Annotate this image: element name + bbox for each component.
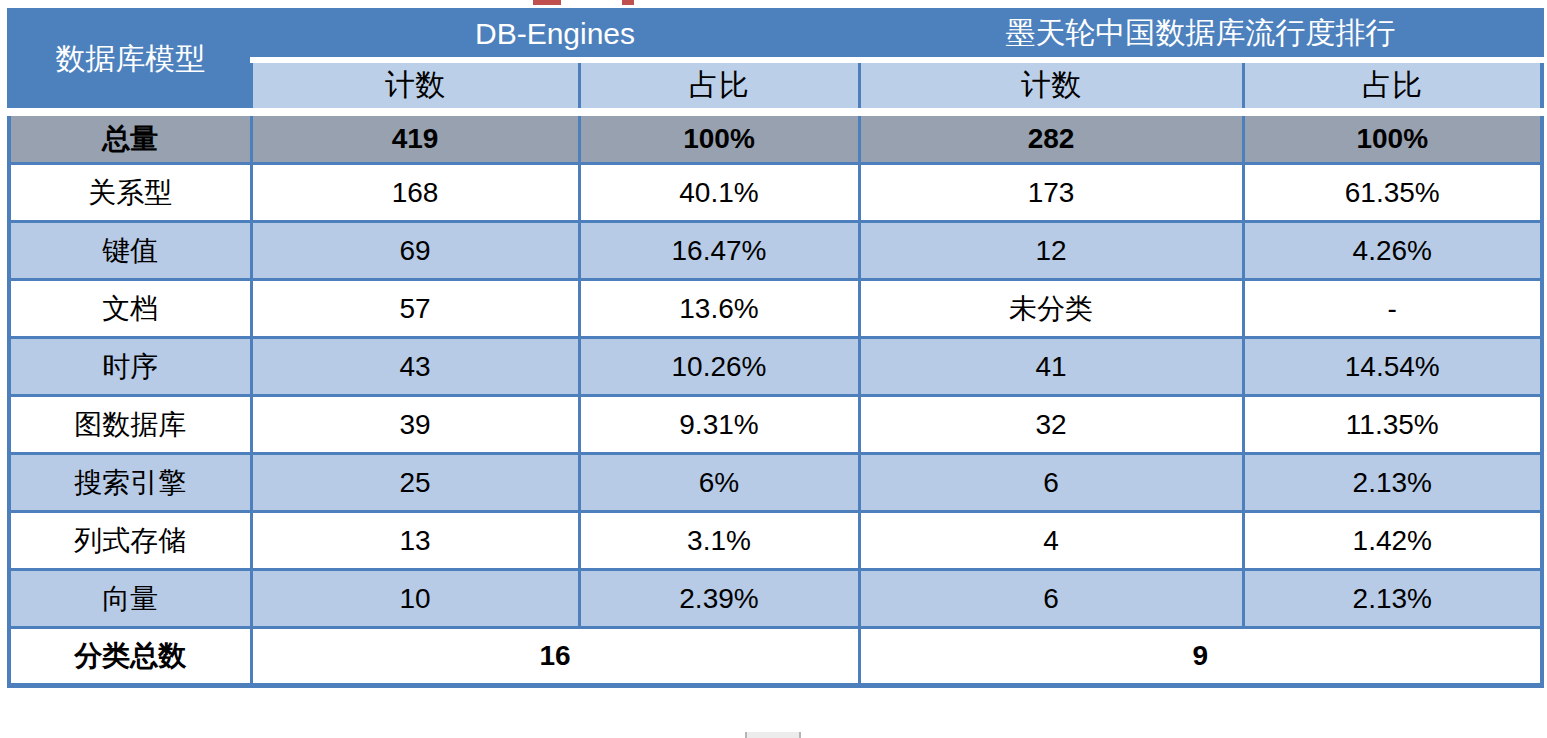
cell-value: 1.42% [1243, 512, 1542, 570]
subheader-dbengines-share: 占比 [579, 60, 859, 112]
group-header-db-engines: DB-Engines [251, 10, 859, 60]
cell-value: 43 [251, 338, 579, 396]
cell-value: 13.6% [579, 280, 859, 338]
row-label: 列式存储 [9, 512, 251, 570]
subheader-dbengines-count: 计数 [251, 60, 579, 112]
subheader-modb-count: 计数 [859, 60, 1243, 112]
group-header-modb-china-ranking: 墨天轮中国数据库流行度排行 [859, 10, 1542, 60]
cell-value: 2.13% [1243, 570, 1542, 628]
row-label: 时序 [9, 338, 251, 396]
cell-value: 61.35% [1243, 164, 1542, 222]
table-row-category-totals: 分类总数 16 9 [9, 628, 1542, 686]
table-row-relational: 关系型 168 40.1% 173 61.35% [9, 164, 1542, 222]
cell-value: 未分类 [859, 280, 1243, 338]
row-label: 总量 [9, 112, 251, 164]
cell-value: 12 [859, 222, 1243, 280]
table-row-columnar: 列式存储 13 3.1% 4 1.42% [9, 512, 1542, 570]
cell-value: 173 [859, 164, 1243, 222]
cell-value: 100% [1243, 112, 1542, 164]
cell-value: 282 [859, 112, 1243, 164]
column-header-database-model: 数据库模型 [9, 10, 251, 112]
cell-value: 9 [859, 628, 1542, 686]
cell-value: 16.47% [579, 222, 859, 280]
header-row-groups: 数据库模型 DB-Engines 墨天轮中国数据库流行度排行 [9, 10, 1542, 60]
scrollbar-thumb-artifact [745, 732, 801, 738]
cell-value: 2.39% [579, 570, 859, 628]
cell-value: 3.1% [579, 512, 859, 570]
row-label: 键值 [9, 222, 251, 280]
cell-value: 6 [859, 570, 1243, 628]
row-label: 搜索引擎 [9, 454, 251, 512]
table-row-total: 总量 419 100% 282 100% [9, 112, 1542, 164]
row-label: 分类总数 [9, 628, 251, 686]
cell-value: 4.26% [1243, 222, 1542, 280]
cell-value: 11.35% [1243, 396, 1542, 454]
cell-value: 39 [251, 396, 579, 454]
document-table-screenshot: 数据库模型 DB-Engines 墨天轮中国数据库流行度排行 计数 占比 计数 … [0, 0, 1547, 738]
cell-value: 6% [579, 454, 859, 512]
row-label: 关系型 [9, 164, 251, 222]
cell-value: 2.13% [1243, 454, 1542, 512]
row-label: 向量 [9, 570, 251, 628]
cropped-red-caption-artifact [533, 0, 561, 5]
cell-value: 25 [251, 454, 579, 512]
cell-value: 13 [251, 512, 579, 570]
cell-value: 57 [251, 280, 579, 338]
table-row-key-value: 键值 69 16.47% 12 4.26% [9, 222, 1542, 280]
cell-value: 4 [859, 512, 1243, 570]
table-row-document: 文档 57 13.6% 未分类 - [9, 280, 1542, 338]
cell-value: 419 [251, 112, 579, 164]
cell-value: 41 [859, 338, 1243, 396]
cell-value: - [1243, 280, 1542, 338]
cell-value: 14.54% [1243, 338, 1542, 396]
cell-value: 40.1% [579, 164, 859, 222]
cell-value: 9.31% [579, 396, 859, 454]
cell-value: 69 [251, 222, 579, 280]
cell-value: 168 [251, 164, 579, 222]
table-row-graph: 图数据库 39 9.31% 32 11.35% [9, 396, 1542, 454]
cropped-red-caption-artifact [622, 0, 634, 5]
cell-value: 32 [859, 396, 1243, 454]
row-label: 文档 [9, 280, 251, 338]
cell-value: 10 [251, 570, 579, 628]
row-label: 图数据库 [9, 396, 251, 454]
database-model-comparison-table: 数据库模型 DB-Engines 墨天轮中国数据库流行度排行 计数 占比 计数 … [7, 8, 1544, 688]
table-row-search-engine: 搜索引擎 25 6% 6 2.13% [9, 454, 1542, 512]
cell-value: 6 [859, 454, 1243, 512]
cell-value: 100% [579, 112, 859, 164]
table-row-time-series: 时序 43 10.26% 41 14.54% [9, 338, 1542, 396]
subheader-modb-share: 占比 [1243, 60, 1542, 112]
cell-value: 10.26% [579, 338, 859, 396]
cell-value: 16 [251, 628, 859, 686]
table-row-vector: 向量 10 2.39% 6 2.13% [9, 570, 1542, 628]
